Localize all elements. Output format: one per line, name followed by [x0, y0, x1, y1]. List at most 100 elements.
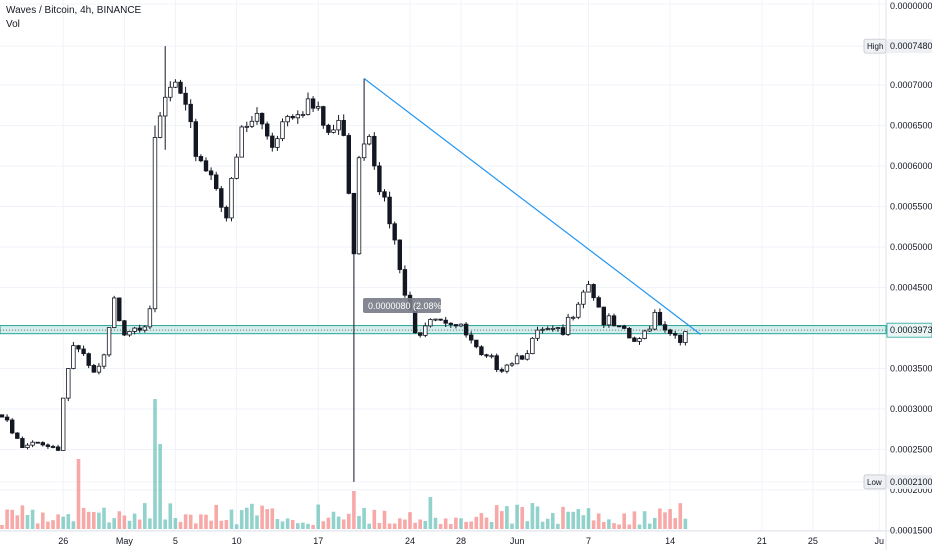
volume-bar [56, 514, 60, 529]
volume-bar [306, 523, 310, 529]
candle-down [321, 106, 326, 126]
candles [0, 46, 688, 482]
candle-down [667, 329, 673, 334]
volume-bar [408, 512, 412, 529]
candle [193, 118, 198, 162]
candle [499, 367, 504, 374]
volume-bar [484, 517, 489, 529]
candle [662, 321, 668, 333]
candle-up [489, 355, 494, 358]
candle-up [540, 328, 545, 331]
candle [448, 322, 453, 328]
volume-bar [143, 503, 147, 529]
volume-bar [459, 518, 463, 529]
candle [514, 352, 520, 365]
candle [275, 135, 280, 151]
volume-bar [10, 509, 14, 529]
candle [101, 353, 107, 369]
candle [346, 133, 351, 195]
candle-up [423, 325, 428, 336]
candle [550, 325, 555, 332]
candle [417, 332, 423, 338]
candle-down [397, 239, 402, 270]
candle-down [499, 369, 504, 372]
candle [55, 444, 61, 452]
price-tick-label: 0.0007000 [890, 80, 932, 90]
candle-up [361, 143, 367, 159]
tooltip-box [363, 298, 441, 313]
low-marker: Low 0.0002100 [863, 474, 932, 490]
candle [484, 353, 489, 358]
volume-bar [92, 512, 96, 529]
candle-down [632, 337, 637, 342]
candle-up [96, 365, 102, 373]
volume-bar [372, 509, 377, 529]
candle [591, 283, 596, 301]
candle [606, 313, 612, 328]
volume-bar [5, 509, 9, 529]
candle-down [601, 306, 606, 326]
candle [657, 308, 663, 326]
volume-bar [596, 513, 601, 529]
candle [254, 107, 260, 125]
candle-down [188, 103, 193, 123]
volume-bar [173, 518, 178, 529]
volume-bar [188, 514, 193, 529]
candle-down [270, 135, 275, 148]
volume-bar [255, 515, 259, 529]
volume-bar [403, 519, 407, 529]
time-tick-label: 28 [456, 536, 466, 546]
candle [300, 111, 306, 118]
volume-bar [367, 523, 371, 529]
candle [86, 352, 91, 369]
candle [30, 440, 35, 448]
candle [76, 344, 81, 353]
candle-up [229, 177, 234, 219]
candle [259, 112, 265, 130]
volume-bar [234, 524, 239, 529]
candle-down [453, 324, 459, 327]
candle-up [101, 354, 107, 367]
volume-bar [168, 503, 173, 529]
candle [601, 306, 606, 328]
candle-up [254, 112, 260, 122]
volume-bar [571, 511, 575, 529]
time-axis: 26 May 5 10 17 24 28 Jun 7 14 21 25 Ju [58, 536, 884, 546]
high-marker: High 0.0007480 [863, 38, 932, 54]
candle-up [331, 129, 336, 133]
candle [683, 331, 688, 346]
candle-up [305, 98, 311, 115]
candle-up [71, 345, 76, 369]
candle [188, 99, 193, 129]
candle-down [219, 188, 224, 208]
volume-bar [30, 509, 35, 529]
candle [20, 436, 25, 449]
volume-bar [678, 503, 683, 529]
candle [622, 324, 627, 330]
volume-bar [530, 503, 535, 529]
candle [244, 121, 249, 133]
candle [361, 78, 367, 161]
candle-down [86, 353, 91, 366]
candle [173, 79, 178, 89]
candle [162, 46, 168, 150]
candle [652, 309, 657, 331]
time-tick-label: 26 [58, 536, 68, 546]
candle [586, 280, 591, 293]
marker-value: 0.0007480 [890, 41, 932, 51]
candle-down [50, 446, 56, 448]
candle-up [586, 284, 591, 293]
candle [122, 319, 127, 337]
candle [280, 118, 285, 142]
volume-bar [158, 444, 162, 529]
candle-down [213, 174, 219, 190]
candle [474, 339, 479, 349]
candle-down [372, 135, 377, 167]
candle-down [520, 355, 525, 360]
candle [25, 443, 30, 450]
candle [336, 114, 341, 135]
candle [35, 441, 40, 444]
last-price-badge [886, 322, 932, 338]
volume-bar [658, 508, 662, 529]
